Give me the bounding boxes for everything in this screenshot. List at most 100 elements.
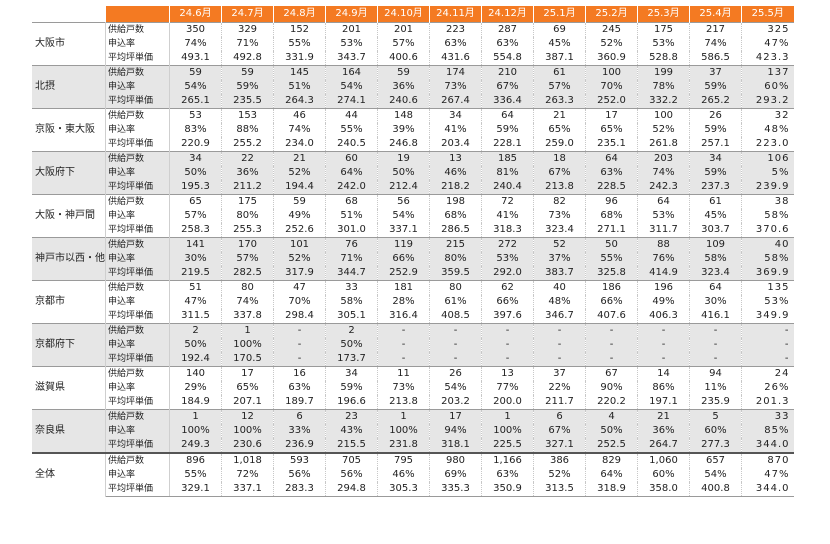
value-cell: 36% (221, 166, 274, 180)
value-cell: 228.5 (585, 180, 638, 195)
value-cell: - (533, 352, 586, 367)
value-cell: 100% (221, 424, 274, 438)
value-cell: 100 (637, 108, 690, 123)
metric-label: 平均坪単価 (105, 51, 170, 66)
value-cell: 52 (533, 237, 586, 252)
region-group: 京都市 供給戸数 51 80 47 33 181 80 62 40 186 196 64 135 申込率 47… (32, 280, 794, 324)
value-cell: 896 (169, 452, 222, 468)
value-cell: 657 (689, 452, 742, 468)
value-cell: 50% (585, 424, 638, 438)
value-cell: 170 (221, 237, 274, 252)
value-cell: - (689, 338, 742, 352)
region-name: 京阪・東大阪 (32, 108, 106, 152)
value-cell: 212.4 (377, 180, 430, 195)
value-cell: 63% (585, 166, 638, 180)
value-cell: 261.8 (637, 137, 690, 152)
value-cell: 423.3 (755, 52, 790, 63)
value-cell: 37 (689, 65, 742, 80)
value-cell: 344.0 (741, 482, 794, 497)
value-cell: 36% (637, 424, 690, 438)
value-cell: - (377, 352, 430, 367)
region-group: 滋賀県 供給戸数 140 17 16 34 11 26 13 37 67 14 94 24 申込率 29% 65… (32, 366, 794, 410)
value-cell: 101 (273, 237, 326, 252)
value-cell: 40 (533, 280, 586, 295)
value-cell: 78% (637, 80, 690, 94)
metric-label: 平均坪単価 (105, 180, 170, 195)
region-name: 全体 (32, 452, 106, 497)
value-cell: 337.8 (221, 309, 274, 324)
value-cell: 26 (429, 366, 482, 381)
value-cell: 39% (377, 123, 430, 137)
value-cell: 358.0 (637, 482, 690, 497)
value-cell: 6 (533, 409, 586, 424)
region-group: 京阪・東大阪 供給戸数 53 153 46 44 148 34 64 21 17 100 26 32 申込率… (32, 108, 794, 152)
value-cell: 272 (481, 237, 534, 252)
value-cell: 318.1 (429, 438, 482, 453)
value-cell: 37% (533, 252, 586, 266)
metric-label: 平均坪単価 (105, 223, 170, 238)
value-cell: 51 (169, 280, 222, 295)
value-cell: 60% (689, 424, 742, 438)
month-header: 24.8月 (273, 6, 326, 23)
value-cell: 22% (533, 381, 586, 395)
region-group: 奈良県 供給戸数 1 12 6 23 1 17 1 6 4 21 5 33 申込率 100% 100% 33% 43… (32, 409, 794, 453)
metric-label: 供給戸数 (105, 65, 170, 80)
value-cell: 64 (481, 108, 534, 123)
value-cell: 56 (377, 194, 430, 209)
table-row: 平均坪単価 220.9 255.2 234.0 240.5 246.8 203.4 228.1… (32, 137, 794, 152)
value-cell: 50% (325, 338, 378, 352)
region-name: 大阪市 (32, 22, 106, 66)
value-cell: 33 (741, 409, 794, 424)
value-cell: 223 (429, 22, 482, 37)
value-cell: 51% (273, 80, 326, 94)
value-cell: - (533, 338, 586, 352)
value-cell: 96 (585, 194, 638, 209)
value-cell: 21 (273, 151, 326, 166)
value-cell: 211.2 (221, 180, 274, 195)
value-cell: 431.6 (429, 51, 482, 66)
value-cell: 69% (429, 468, 482, 482)
value-cell: 94 (689, 366, 742, 381)
value-cell: 170.5 (221, 352, 274, 367)
value-cell: 215.5 (325, 438, 378, 453)
value-cell: 332.2 (637, 94, 690, 109)
month-header: 25.4月 (689, 6, 742, 23)
value-cell: 318.9 (585, 482, 638, 497)
value-cell: 41% (481, 209, 534, 223)
value-cell: 62 (481, 280, 534, 295)
table-row: 京都市 供給戸数 51 80 47 33 181 80 62 40 186 196 64 135 (32, 280, 794, 324)
value-cell: 100 (585, 65, 638, 80)
value-cell: 311.5 (169, 309, 222, 324)
table-row: 申込率 83% 88% 74% 55% 39% 41% 59% 65% 65% 52% 59% 48% (32, 123, 794, 137)
value-cell: 287 (481, 22, 534, 37)
region-name: 神戸市以西・他 (32, 237, 106, 281)
value-cell: - (481, 352, 534, 367)
value-cell: 1 (169, 409, 222, 424)
month-header: 24.9月 (325, 6, 378, 23)
value-cell: 337.1 (221, 482, 274, 497)
table-row: 平均坪単価 258.3 255.3 252.6 301.0 337.1 286.5 318.3… (32, 223, 794, 238)
table-row: 神戸市以西・他 供給戸数 141 170 101 76 119 215 272 52 50 88 109… (32, 237, 794, 281)
value-cell: 63% (429, 37, 482, 51)
metric-label: 申込率 (105, 166, 170, 180)
value-cell: 49% (273, 209, 326, 223)
value-cell: 137 (741, 65, 794, 80)
value-cell: 336.4 (481, 94, 534, 109)
value-cell: 106 (741, 151, 794, 166)
value-cell: 61% (429, 295, 482, 309)
value-cell: 73% (429, 80, 482, 94)
value-cell: 148 (377, 108, 430, 123)
value-cell: 145 (273, 65, 326, 80)
value-cell: 369.9 (741, 266, 794, 281)
value-cell: 593 (273, 452, 326, 468)
metric-label: 平均坪単価 (105, 309, 170, 324)
metric-label: 供給戸数 (105, 280, 170, 295)
value-cell: 72% (221, 468, 274, 482)
table-row: 平均坪単価 192.4 170.5-173.7- - - - - - - - (32, 352, 794, 367)
value-cell: 271.1 (585, 223, 638, 238)
value-cell: 44 (325, 108, 378, 123)
value-cell: 186 (585, 280, 638, 295)
value-cell: - (429, 352, 482, 367)
value-cell: 47 (273, 280, 326, 295)
metric-label: 平均坪単価 (105, 352, 170, 367)
